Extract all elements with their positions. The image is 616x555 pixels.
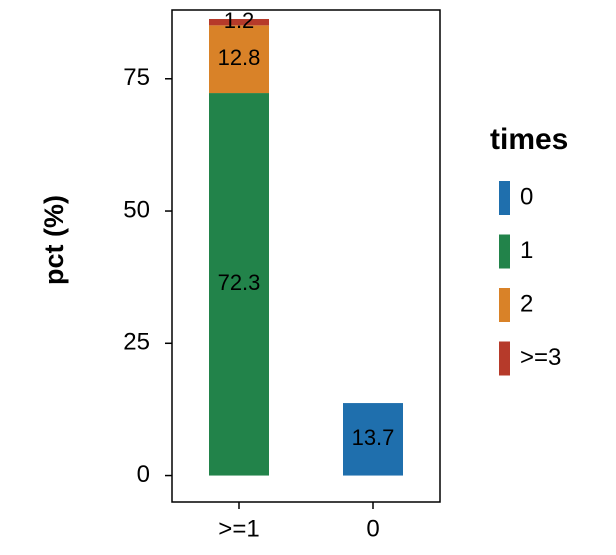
- y-tick-label: 50: [123, 196, 150, 223]
- legend-key: [499, 288, 510, 322]
- y-tick-label: 25: [123, 329, 150, 356]
- data-label: 12.8: [218, 45, 261, 70]
- bar-segment: [209, 93, 269, 476]
- x-tick-label: >=1: [218, 515, 259, 542]
- bar-segment: [343, 403, 403, 476]
- x-tick-label: 0: [366, 515, 379, 542]
- legend-label: 1: [520, 237, 533, 264]
- legend-key: [499, 341, 510, 376]
- legend-label: >=3: [520, 344, 561, 371]
- y-axis-label: pct (%): [39, 195, 69, 285]
- legend-label: 2: [520, 290, 533, 317]
- bar-segment: [209, 18, 269, 26]
- data-label: 72.3: [218, 270, 261, 295]
- y-tick-label: 0: [137, 461, 150, 488]
- data-label: 13.7: [352, 425, 395, 450]
- y-tick-label: 75: [123, 64, 150, 91]
- data-label: 1.2: [224, 8, 255, 33]
- legend-title: times: [490, 123, 568, 156]
- legend-key: [499, 181, 510, 215]
- bar-segment: [209, 25, 269, 94]
- legend-key: [499, 234, 510, 269]
- legend-label: 0: [520, 183, 533, 210]
- plot-frame: [171, 9, 441, 503]
